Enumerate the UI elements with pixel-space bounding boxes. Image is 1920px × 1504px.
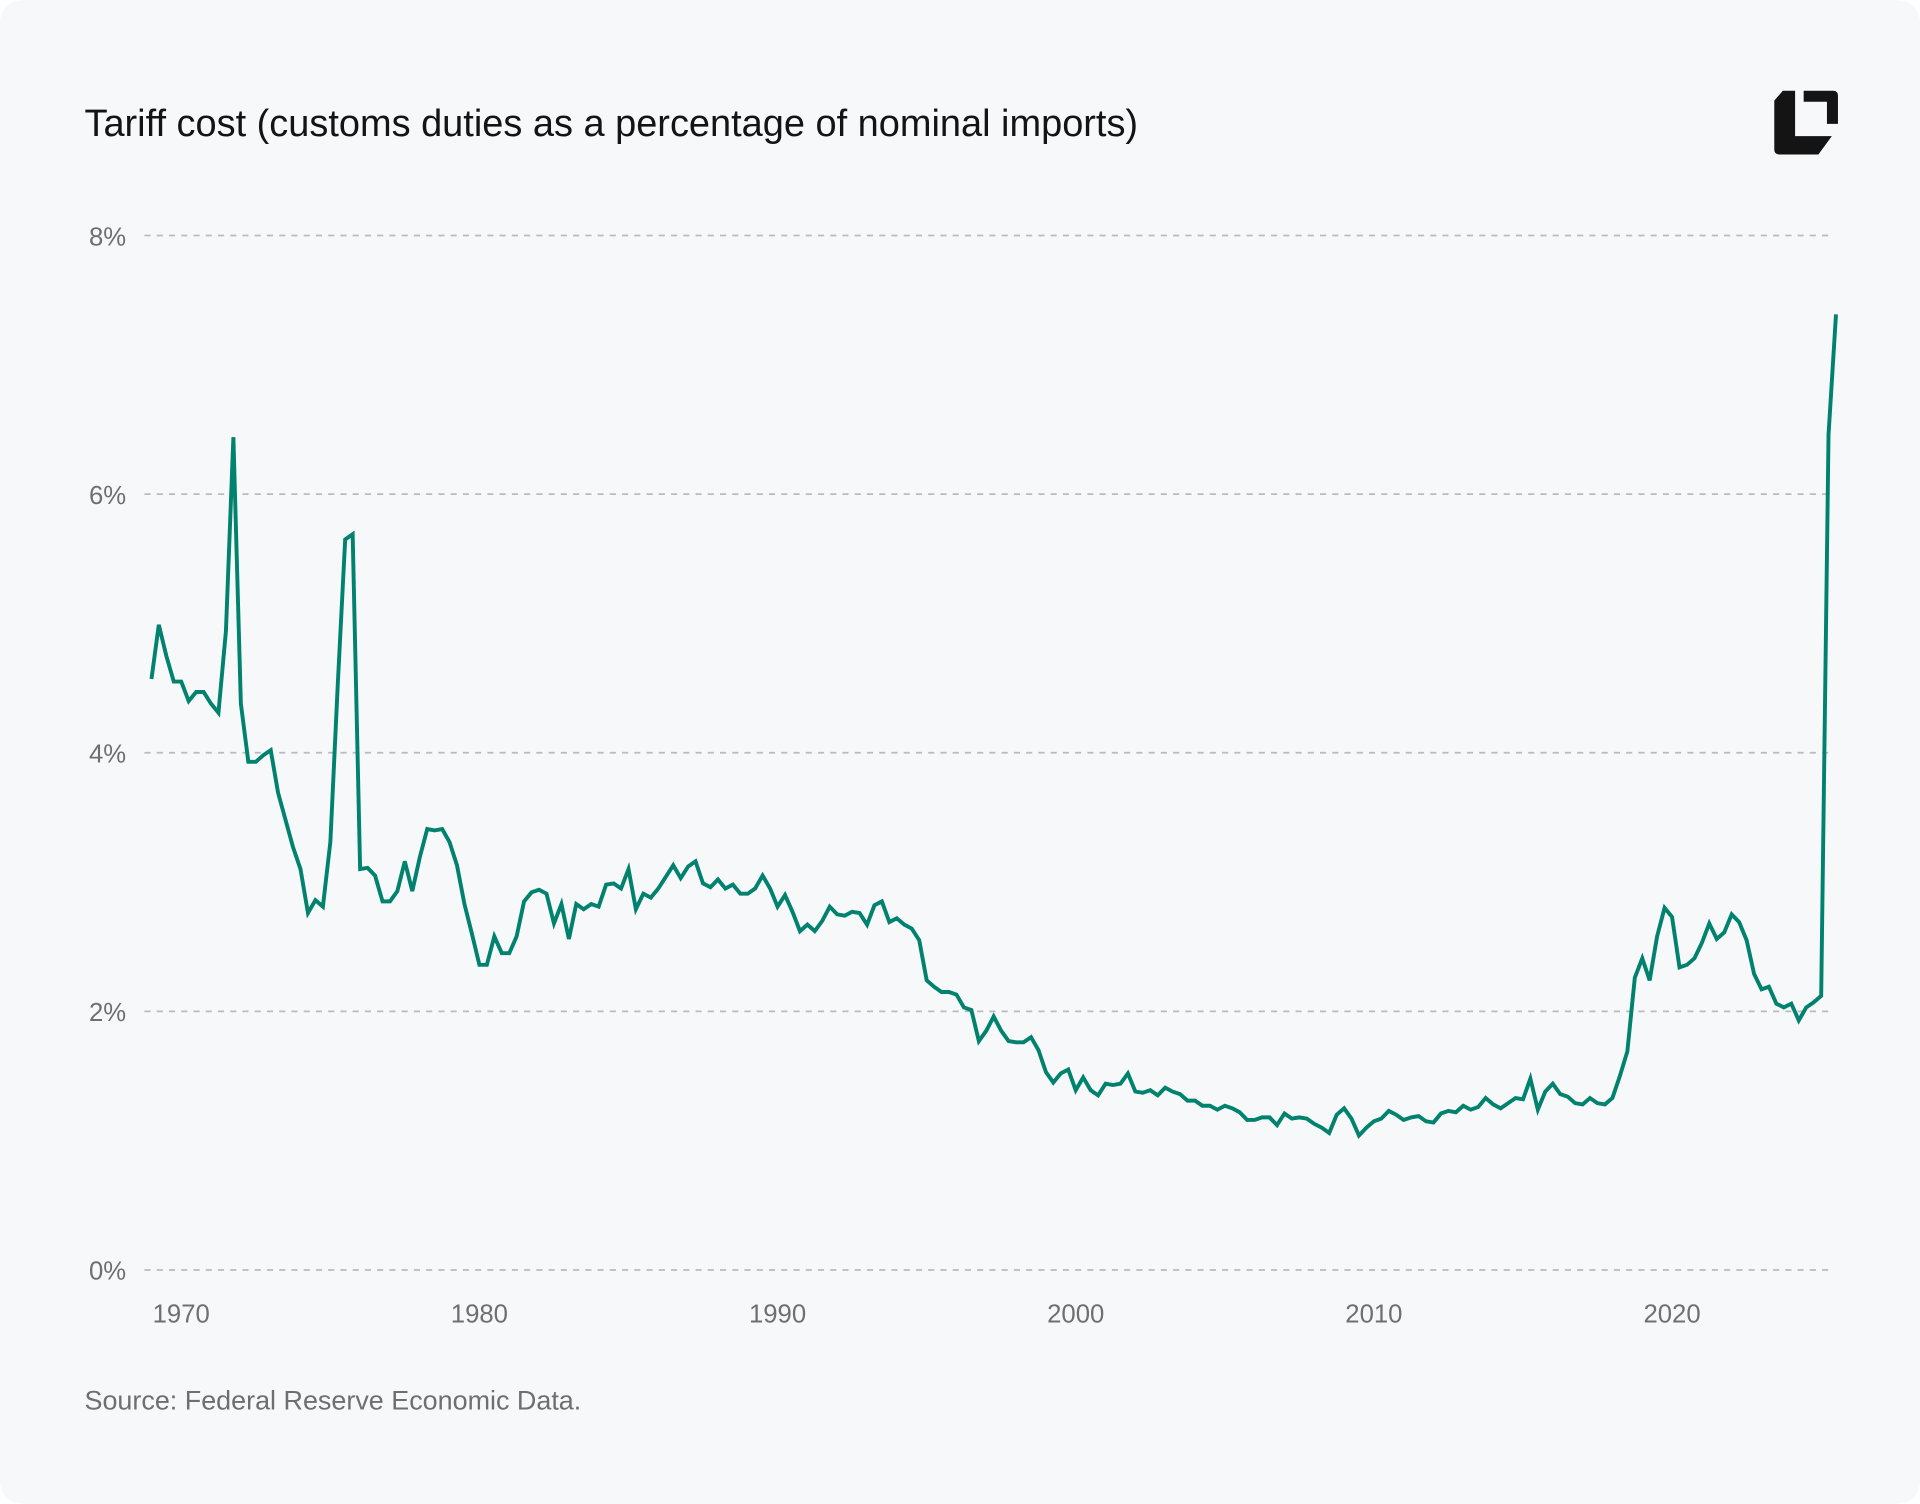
y-tick-label: 8% xyxy=(89,223,126,251)
y-tick-label: 0% xyxy=(89,1258,126,1286)
series-line xyxy=(149,314,1838,1139)
y-tick-label: 4% xyxy=(89,741,126,769)
x-tick-label: 2020 xyxy=(1643,1301,1700,1329)
y-tick-label: 6% xyxy=(89,482,126,510)
x-tick-label: 1980 xyxy=(451,1301,508,1329)
series-group xyxy=(149,314,1838,1139)
brand-logo xyxy=(1774,90,1838,155)
x-tick-label: 2000 xyxy=(1047,1301,1104,1329)
chart-title: Tariff cost (customs duties as a percent… xyxy=(84,103,1138,145)
y-tick-label: 2% xyxy=(89,999,126,1027)
x-tick-label: 1990 xyxy=(749,1301,806,1329)
x-axis: 1970 1980 1990 2000 2010 2020 xyxy=(153,1301,1701,1329)
x-tick-label: 2010 xyxy=(1345,1301,1402,1329)
source-note: Source: Federal Reserve Economic Data. xyxy=(84,1386,581,1416)
y-axis: 0% 2% 4% 6% 8% xyxy=(89,223,126,1285)
x-tick-label: 1970 xyxy=(153,1301,210,1329)
